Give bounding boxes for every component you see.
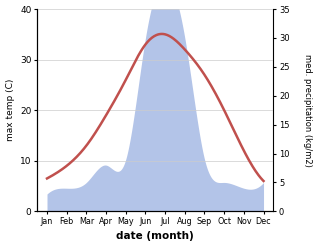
Y-axis label: med. precipitation (kg/m2): med. precipitation (kg/m2) xyxy=(303,54,313,167)
X-axis label: date (month): date (month) xyxy=(116,231,194,242)
Y-axis label: max temp (C): max temp (C) xyxy=(5,79,15,141)
